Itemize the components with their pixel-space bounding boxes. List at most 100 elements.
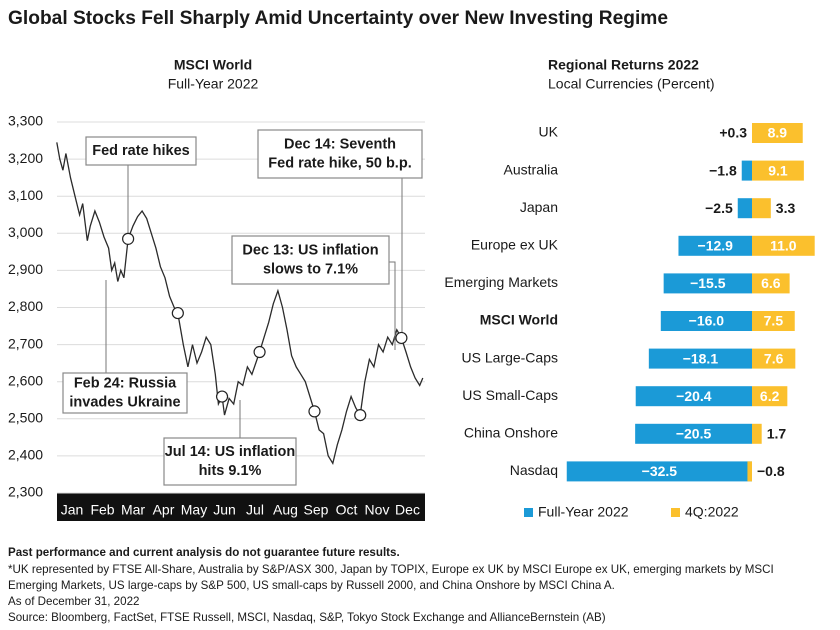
y-tick-label: 2,700 [8,335,43,351]
value-label: +0.3 [719,125,747,141]
x-tick-label: Apr [153,502,175,518]
event-marker [171,306,184,320]
category-label: China Onshore [464,425,558,441]
x-tick-label: May [181,502,207,518]
bar [660,311,752,331]
event-marker [308,405,321,418]
annotation: invades Ukraine [69,394,180,410]
page-title: Global Stocks Fell Sharply Amid Uncertai… [8,8,668,29]
value-label: −20.4 [676,388,712,404]
bar [752,160,804,181]
value-label: −16.0 [689,313,725,329]
x-tick-label: Oct [336,502,358,518]
y-tick-label: 3,200 [8,150,43,166]
category-label: MSCI World [480,312,558,328]
value-label: −2.5 [705,200,733,216]
y-tick-label: 3,300 [8,113,43,129]
y-tick-label: 2,500 [8,410,43,426]
bar [752,311,795,331]
annotation: Fed rate hikes [92,143,190,159]
x-tick-label: Jun [213,502,236,518]
bar [566,461,752,482]
leader-line [389,261,396,350]
footnote: Past performance and current analysis do… [8,546,400,559]
annotation: Dec 13: US inflation [242,242,378,258]
annotation: Dec 14: Seventh [284,136,396,152]
x-tick-label: Dec [395,502,420,518]
y-tick-label: 2,900 [8,261,43,277]
category-label: Emerging Markets [444,274,558,290]
category-label: US Small-Caps [462,387,558,403]
annotation-box [257,129,423,179]
value-label: 1.7 [767,426,787,442]
footnote: Emerging Markets, US large-caps by S&P 5… [8,579,615,592]
bar [635,386,752,407]
bar [752,423,762,444]
value-label: −20.5 [676,426,712,442]
bar [635,423,752,444]
value-label: −32.5 [642,463,678,479]
footnote: Source: Bloomberg, FactSet, FTSE Russell… [8,611,606,624]
footnote: As of December 31, 2022 [8,595,139,608]
value-label: 7.5 [764,313,784,329]
x-tick-label: Jul [246,502,264,518]
category-label: Australia [504,161,559,177]
event-marker [395,331,408,345]
bar [678,235,752,256]
category-label: Nasdaq [510,462,558,478]
y-tick-label: 3,000 [8,224,43,240]
chart-subtitle: Local Currencies (Percent) [548,76,715,92]
annotation-box [163,437,297,486]
value-label: 8.9 [768,125,788,141]
event-marker [215,390,229,403]
value-label: 6.2 [760,388,780,404]
event-marker [122,232,135,245]
category-label: Japan [520,199,558,215]
annotation-box [62,372,188,414]
event-marker [354,408,367,422]
annotation-box [85,136,197,166]
legend-label: 4Q:2022 [685,504,739,520]
value-label: 9.1 [768,162,788,178]
x-tick-label: Aug [273,502,298,518]
legend-swatch [671,508,680,517]
value-label: 6.6 [761,275,781,291]
bar [648,348,752,369]
bar [752,348,796,369]
category-label: Europe ex UK [471,237,559,253]
bar [741,160,752,181]
bar [752,123,803,143]
value-label: −0.8 [757,463,785,479]
y-tick-label: 3,100 [8,187,43,203]
y-tick-label: 2,400 [8,447,43,463]
y-tick-label: 2,800 [8,298,43,314]
annotation: slows to 7.1% [263,261,358,277]
value-label: 3.3 [776,200,796,216]
x-tick-label: Nov [365,502,390,518]
bar [663,273,752,294]
annotation: Feb 24: Russia [74,375,177,391]
bar [752,235,815,256]
value-label: 7.6 [764,350,784,366]
bar [737,198,752,219]
category-label: UK [539,124,559,140]
bar [747,461,752,482]
value-label: 11.0 [770,238,797,254]
footnote: *UK represented by FTSE All-Share, Austr… [8,563,774,576]
x-tick-label: Sep [304,502,329,518]
x-tick-label: Feb [90,502,114,518]
chart-title: Regional Returns 2022 [548,57,699,73]
value-label: −12.9 [698,238,734,254]
x-axis-band [57,493,425,521]
annotation-box [231,235,390,285]
chart-title: MSCI World [174,57,252,73]
x-tick-label: Mar [121,502,145,518]
annotation: Jul 14: US inflation [165,444,296,460]
legend-swatch [524,508,533,517]
legend-label: Full-Year 2022 [538,504,629,520]
y-tick-label: 2,300 [8,484,43,500]
value-label: −18.1 [683,350,719,366]
y-tick-label: 2,600 [8,372,43,388]
chart-subtitle: Full-Year 2022 [168,76,259,92]
